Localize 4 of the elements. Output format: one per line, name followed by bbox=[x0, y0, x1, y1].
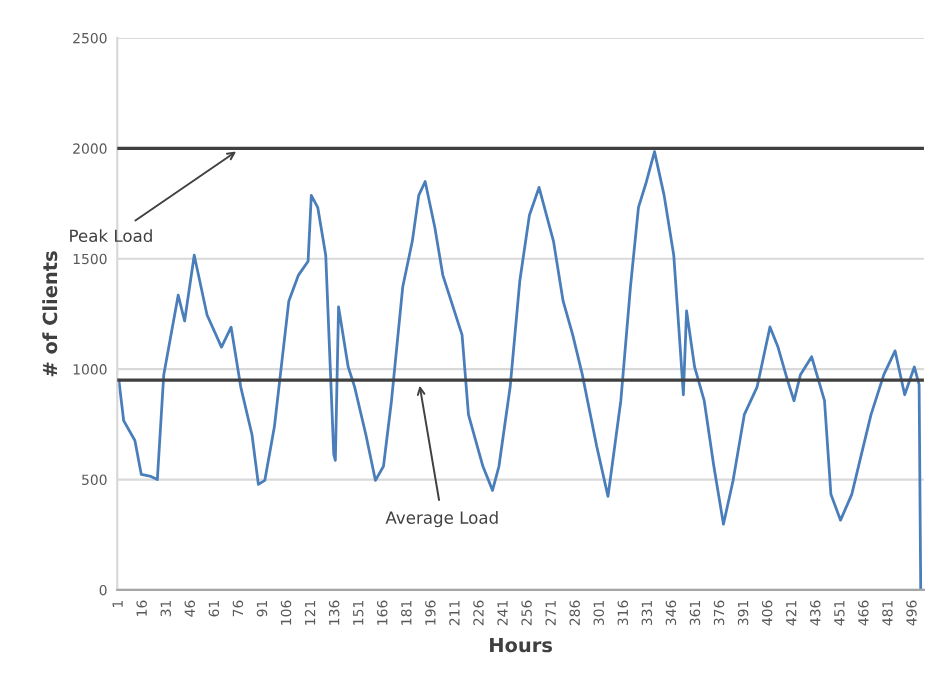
x-axis-title: Hours bbox=[490, 637, 552, 653]
y-axis-title: # of Clients bbox=[42, 251, 58, 377]
annotation: Peak Load bbox=[70, 229, 152, 243]
annotation: Average Load bbox=[385, 511, 498, 528]
